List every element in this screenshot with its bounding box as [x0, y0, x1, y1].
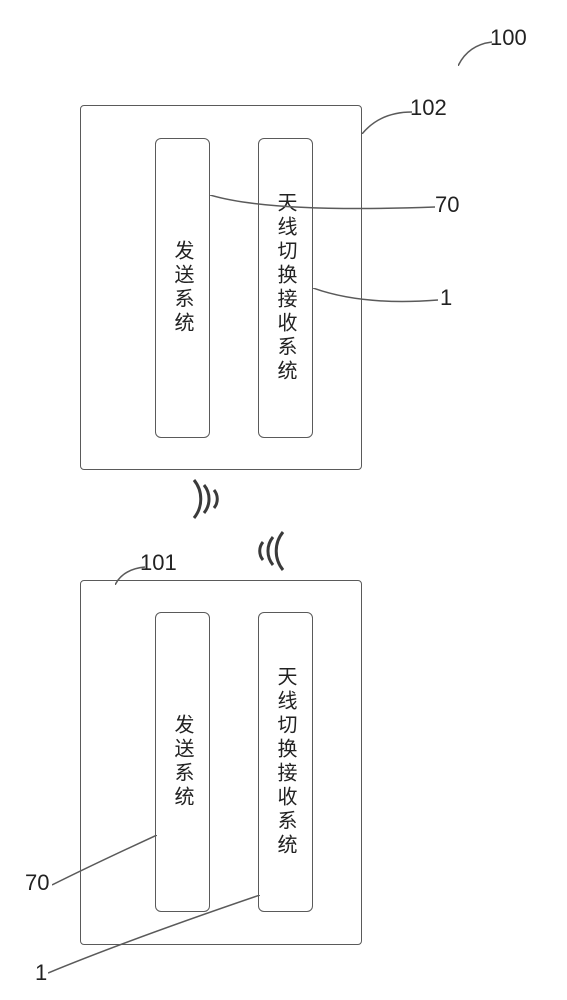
- wifi-icon-top: [188, 478, 232, 527]
- label-70-dev2: 70: [435, 192, 459, 218]
- tx-box-2: 发送系统: [155, 138, 210, 438]
- rx-box-2: 天线切换接收系统: [258, 138, 313, 438]
- rx-box-1: 天线切换接收系统: [258, 612, 313, 912]
- label-100: 100: [490, 25, 527, 51]
- label-102: 102: [410, 95, 447, 121]
- tx-label-1: 发送系统: [168, 714, 197, 810]
- label-1-dev2: 1: [440, 285, 452, 311]
- leader-100: [458, 40, 492, 66]
- rx-label-1: 天线切换接收系统: [271, 666, 300, 858]
- device-box-101: [80, 580, 362, 945]
- leader-101: [115, 565, 145, 585]
- diagram-canvas: 100 102 发送系统 天线切换接收系统 70 1: [0, 0, 567, 1000]
- leader-1-dev1: [48, 895, 260, 975]
- leader-70-dev1: [52, 835, 157, 890]
- leader-1-dev2: [313, 288, 438, 308]
- rx-label-2: 天线切换接收系统: [271, 192, 300, 384]
- tx-label-2: 发送系统: [168, 240, 197, 336]
- label-1-dev1: 1: [35, 960, 47, 986]
- leader-102: [362, 110, 412, 134]
- wifi-icon-bottom: [245, 530, 289, 579]
- label-101: 101: [140, 550, 177, 576]
- label-70-dev1: 70: [25, 870, 49, 896]
- leader-70-dev2: [210, 195, 435, 215]
- tx-box-1: 发送系统: [155, 612, 210, 912]
